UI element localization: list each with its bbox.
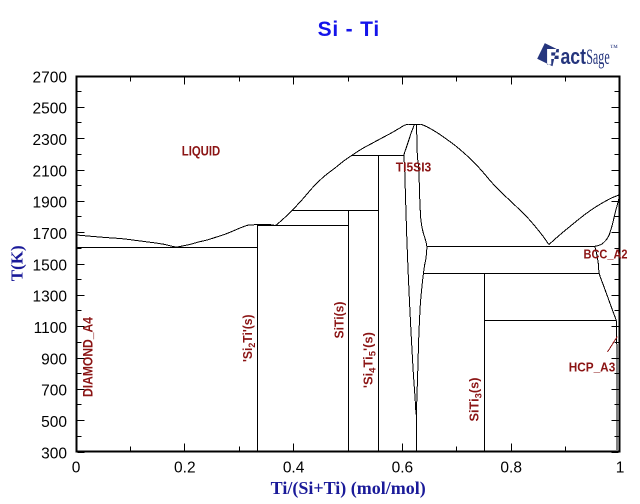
svg-text:Sage: Sage xyxy=(586,44,610,69)
svg-text:DIAMOND_A4: DIAMOND_A4 xyxy=(81,317,96,397)
svg-text:BCC_A2: BCC_A2 xyxy=(584,247,628,262)
svg-text:act: act xyxy=(561,44,587,69)
svg-text:900: 900 xyxy=(41,351,67,368)
svg-text:1500: 1500 xyxy=(33,257,68,274)
svg-text:'Si2Ti'(s): 'Si2Ti'(s) xyxy=(240,314,258,362)
svg-text:Si - Ti: Si - Ti xyxy=(318,18,380,41)
svg-text:SiTi(s): SiTi(s) xyxy=(331,302,346,339)
svg-text:SiTi3(s): SiTi3(s) xyxy=(467,378,485,422)
svg-text:0.2: 0.2 xyxy=(174,460,196,477)
svg-text:T(K): T(K) xyxy=(7,245,26,281)
svg-text:1300: 1300 xyxy=(33,289,68,306)
svg-text:0.8: 0.8 xyxy=(500,460,522,477)
svg-text:2100: 2100 xyxy=(33,163,68,180)
svg-text:1: 1 xyxy=(616,460,625,477)
svg-text:HCP_A3: HCP_A3 xyxy=(569,359,616,374)
svg-text:2500: 2500 xyxy=(33,101,68,118)
svg-text:300: 300 xyxy=(41,445,67,462)
svg-text:700: 700 xyxy=(41,383,67,400)
svg-text:TI5SI3: TI5SI3 xyxy=(396,160,432,174)
svg-text:0.6: 0.6 xyxy=(392,460,414,477)
svg-text:1700: 1700 xyxy=(33,226,68,243)
svg-text:Ti/(Si+Ti) (mol/mol): Ti/(Si+Ti) (mol/mol) xyxy=(271,478,426,499)
svg-text:0.4: 0.4 xyxy=(283,460,305,477)
svg-text:1100: 1100 xyxy=(34,320,68,337)
svg-text:'Si4Ti5'(s): 'Si4Ti5'(s) xyxy=(360,332,378,388)
svg-text:™: ™ xyxy=(610,43,618,52)
svg-text:2300: 2300 xyxy=(33,132,68,149)
svg-text:500: 500 xyxy=(41,414,67,431)
svg-text:1900: 1900 xyxy=(33,195,68,212)
svg-text:F: F xyxy=(546,46,559,69)
svg-text:2700: 2700 xyxy=(33,69,68,86)
svg-text:0: 0 xyxy=(72,460,81,477)
svg-text:LIQUID: LIQUID xyxy=(182,142,221,158)
